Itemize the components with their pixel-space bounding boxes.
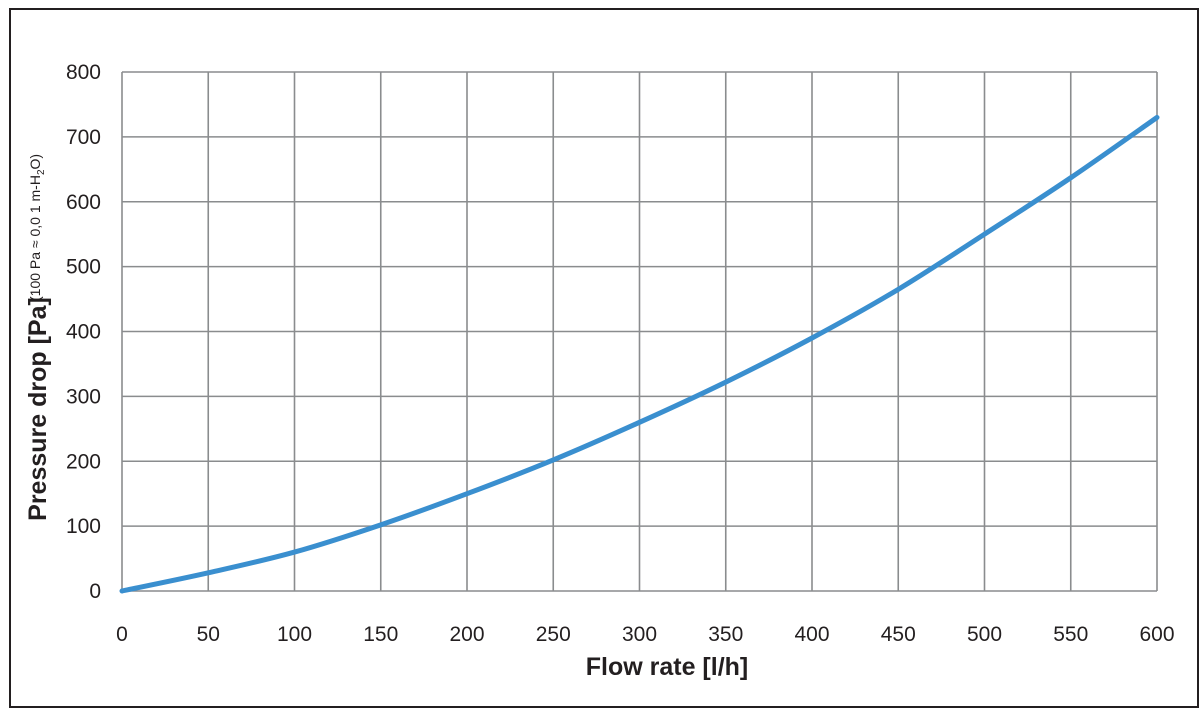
x-tick-label: 350	[708, 623, 743, 646]
x-tick-label: 600	[1139, 623, 1174, 646]
x-axis-ticks: 0 50 100 150 200 250 300 350 400 450 500 550 600	[116, 623, 1174, 646]
y-axis-note-subscript: 2	[36, 169, 47, 175]
y-tick-label: 700	[66, 126, 101, 149]
grid	[121, 71, 1158, 592]
series-layer	[119, 114, 1160, 594]
x-tick-label: 100	[277, 623, 312, 646]
pressure-drop-chart: 0 50 100 150 200 250 300 350 400 450 500 550 600 0 10…	[24, 61, 1175, 681]
x-tick-label: 250	[536, 623, 571, 646]
y-tick-label: 0	[89, 580, 101, 603]
y-tick-label: 500	[66, 256, 101, 279]
y-tick-label: 600	[66, 191, 101, 214]
x-tick-label: 550	[1053, 623, 1088, 646]
y-axis-title-group: Pressure drop [Pa]	[24, 297, 52, 521]
y-axis-unit-note: (100 Pa ≈ 0,0 1 m-H2O)	[27, 154, 47, 301]
pressure-drop-curve	[119, 114, 1160, 594]
y-axis-ticks: 0 100 200 300 400 500 600 700 800	[66, 61, 101, 603]
y-tick-label: 400	[66, 321, 101, 344]
y-axis-note-suffix: O)	[27, 154, 43, 170]
x-tick-label: 0	[116, 623, 128, 646]
x-tick-label: 50	[197, 623, 220, 646]
y-tick-label: 800	[66, 61, 101, 84]
x-tick-label: 200	[449, 623, 484, 646]
y-tick-label: 300	[66, 385, 101, 408]
x-tick-label: 300	[622, 623, 657, 646]
x-tick-label: 500	[967, 623, 1002, 646]
y-axis-note-prefix: (100 Pa ≈ 0,0 1 m-H	[27, 175, 43, 301]
x-axis-title: Flow rate [l/h]	[586, 653, 749, 681]
x-tick-label: 450	[881, 623, 916, 646]
y-axis-title: Pressure drop [Pa]	[24, 297, 52, 521]
x-tick-label: 150	[363, 623, 398, 646]
y-axis-note-group: (100 Pa ≈ 0,0 1 m-H2O)	[27, 154, 47, 301]
y-tick-label: 200	[66, 450, 101, 473]
x-tick-label: 400	[794, 623, 829, 646]
y-tick-label: 100	[66, 515, 101, 538]
